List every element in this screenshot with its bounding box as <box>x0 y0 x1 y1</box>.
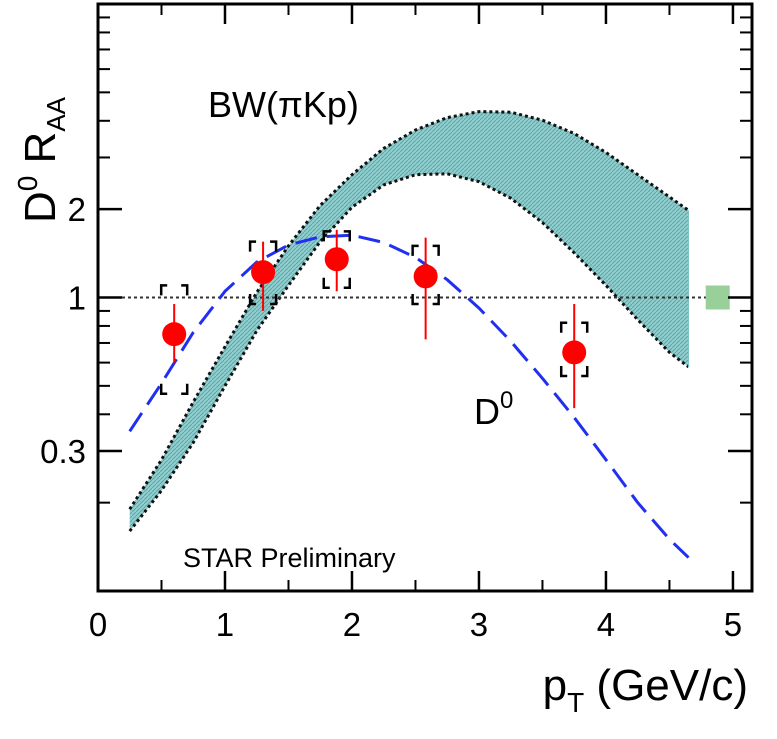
x-title-main: p <box>543 661 567 710</box>
sys-bracket-bottom-left <box>411 294 419 306</box>
x-title-rest: (GeV/c) <box>584 661 748 710</box>
y-title-main: D <box>16 191 65 223</box>
d0-model-curve <box>128 233 690 559</box>
sys-bracket-top-left <box>248 240 257 252</box>
sys-bracket-bottom-left <box>159 383 168 395</box>
sys-bracket-top-left <box>411 244 419 256</box>
data-point-group <box>411 237 440 340</box>
y-title-sub: AA <box>41 96 71 131</box>
bw-band-fill <box>129 111 689 532</box>
data-point-group <box>559 304 589 409</box>
data-point <box>162 322 187 347</box>
data-point-group <box>159 284 189 395</box>
sys-bracket-top-left <box>159 284 168 296</box>
y-axis-title: D0 RAA <box>12 96 71 223</box>
data-point <box>251 260 276 285</box>
y-tick-label: 0.3 <box>40 433 86 470</box>
d0-curve-label: D0 <box>474 387 513 432</box>
d0-curve-label-sup: 0 <box>500 387 513 414</box>
normalization-box <box>705 285 730 310</box>
sys-bracket-bottom-right <box>581 366 589 378</box>
sys-bracket-top-left <box>559 321 568 333</box>
x-title-sub: T <box>567 687 584 718</box>
sys-bracket-bottom-right <box>432 294 440 306</box>
bw-band-upper-edge <box>128 110 690 511</box>
d0-curve-label-main: D <box>474 391 500 432</box>
sys-bracket-bottom-left <box>559 366 568 378</box>
data-point <box>324 247 349 272</box>
x-axis-title: pT (GeV/c) <box>543 661 748 718</box>
x-tick-label: 1 <box>216 606 234 643</box>
sys-bracket-top-right <box>343 230 351 242</box>
bw-band-lower-edge <box>128 172 690 533</box>
sys-bracket-bottom-right <box>343 277 351 289</box>
y-title-main2: R <box>16 132 65 164</box>
y-tick-label: 1 <box>68 280 86 317</box>
sys-bracket-top-right <box>270 240 278 252</box>
x-tick-label: 4 <box>597 606 615 643</box>
sys-bracket-bottom-right <box>270 294 278 306</box>
sys-bracket-top-right <box>432 244 440 256</box>
y-title-space <box>16 163 65 175</box>
sys-bracket-top-right <box>581 321 589 333</box>
sys-bracket-top-right <box>181 284 189 296</box>
sys-bracket-bottom-left <box>248 294 257 306</box>
star-preliminary-label: STAR Preliminary <box>183 543 396 573</box>
y-tick-label: 2 <box>68 191 86 228</box>
sys-bracket-top-left <box>322 230 330 242</box>
x-tick-label: 0 <box>89 606 107 643</box>
data-point-group <box>322 229 351 292</box>
x-tick-label: 3 <box>470 606 488 643</box>
x-tick-label: 5 <box>724 606 742 643</box>
bw-model-label: BW(πKp) <box>208 84 359 125</box>
data-point-group <box>248 240 278 311</box>
data-point <box>562 340 587 365</box>
x-tick-label: 2 <box>343 606 361 643</box>
data-point <box>413 264 438 289</box>
sys-bracket-bottom-right <box>181 383 189 395</box>
y-title-sup: 0 <box>12 176 43 192</box>
sys-bracket-bottom-left <box>322 277 330 289</box>
